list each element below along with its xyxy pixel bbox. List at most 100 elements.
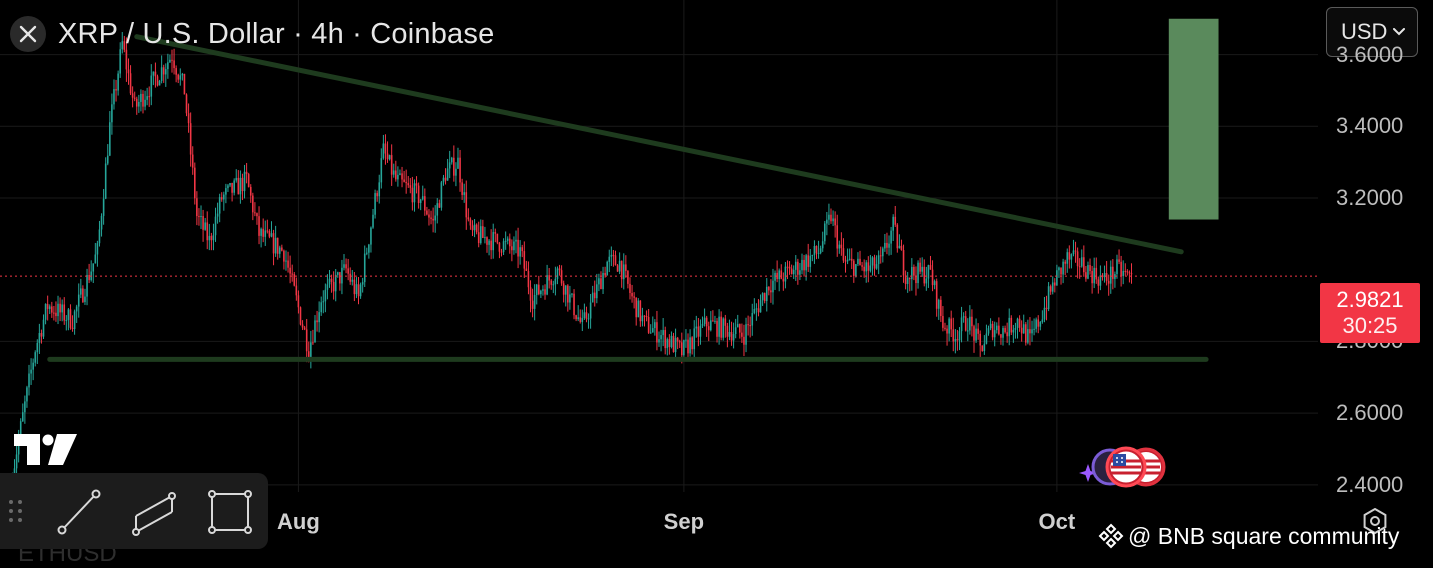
rectangle-tool[interactable] bbox=[206, 488, 254, 536]
candle-body-up bbox=[596, 284, 598, 299]
candle-body-up bbox=[556, 268, 559, 279]
candle-body-up bbox=[811, 254, 814, 256]
candle-body-up bbox=[1116, 259, 1118, 275]
chevron-down-icon bbox=[1393, 28, 1405, 36]
candle-body-down bbox=[749, 325, 751, 327]
candle-body-down bbox=[193, 167, 196, 199]
parallel-channel-tool[interactable] bbox=[130, 488, 178, 536]
candle-body-down bbox=[384, 143, 387, 154]
candle-body-down bbox=[395, 170, 397, 180]
toolbar-drag-handle[interactable] bbox=[6, 496, 26, 526]
candle-body-up bbox=[745, 324, 747, 345]
candle-body-up bbox=[799, 270, 801, 275]
drawing-annotations[interactable] bbox=[0, 18, 1318, 362]
candle-body-up bbox=[204, 222, 206, 230]
trend-line-tool[interactable] bbox=[54, 488, 102, 536]
candle-body-up bbox=[1072, 250, 1075, 255]
candle-body-up bbox=[546, 275, 548, 295]
candle-body-up bbox=[649, 332, 652, 334]
candle-body-down bbox=[1130, 273, 1133, 275]
candle-body-up bbox=[30, 369, 32, 374]
candle-body-up bbox=[75, 306, 78, 312]
candle-body-up bbox=[274, 237, 277, 254]
candle-body-down bbox=[428, 214, 430, 218]
candle-body-up bbox=[587, 318, 590, 320]
candle-body-up bbox=[502, 241, 505, 252]
candle-body-up bbox=[753, 309, 756, 314]
candle-body-down bbox=[127, 69, 130, 74]
candle-body-down bbox=[252, 195, 254, 213]
candle-body-up bbox=[906, 277, 909, 285]
candle-body-up bbox=[651, 328, 654, 333]
candle-body-up bbox=[44, 303, 47, 320]
candle-body-down bbox=[129, 73, 132, 94]
candle-body-up bbox=[363, 253, 366, 283]
candle-body-down bbox=[347, 268, 349, 274]
candle-body-up bbox=[993, 330, 996, 338]
economic-event-markers[interactable] bbox=[1076, 444, 1168, 490]
candle-body-up bbox=[366, 252, 368, 254]
candle-body-up bbox=[77, 294, 80, 307]
candle-body-up bbox=[1033, 328, 1035, 330]
candle-body-down bbox=[678, 341, 681, 343]
candle-body-up bbox=[884, 242, 886, 249]
candle-body-up bbox=[179, 75, 182, 80]
candle-body-up bbox=[260, 228, 262, 236]
candle-body-down bbox=[1074, 250, 1077, 252]
candle-body-down bbox=[593, 292, 596, 299]
candle-body-down bbox=[575, 315, 577, 320]
close-button[interactable] bbox=[10, 16, 46, 52]
candle-body-down bbox=[407, 183, 410, 186]
candle-body-up bbox=[278, 247, 281, 254]
candle-body-up bbox=[877, 255, 880, 265]
candle-body-down bbox=[964, 316, 967, 331]
candle-body-down bbox=[747, 324, 749, 326]
candle-body-up bbox=[703, 317, 706, 324]
candle-body-down bbox=[558, 268, 561, 271]
candle-body-down bbox=[438, 203, 441, 208]
candle-body-up bbox=[989, 323, 992, 329]
candle-body-down bbox=[461, 182, 463, 195]
candle-body-down bbox=[768, 286, 770, 291]
candle-body-down bbox=[944, 327, 946, 329]
candle-body-up bbox=[235, 177, 238, 181]
settings-icon[interactable] bbox=[1362, 508, 1388, 534]
currency-value: USD bbox=[1341, 19, 1388, 44]
candle-body-up bbox=[882, 248, 884, 257]
candle-body-down bbox=[71, 327, 74, 329]
currency-selector[interactable]: USD bbox=[1326, 7, 1418, 57]
candle-body-up bbox=[683, 340, 685, 356]
candle-body-down bbox=[191, 154, 194, 168]
candle-body-down bbox=[676, 337, 679, 342]
candle-body-up bbox=[413, 183, 416, 203]
candle-body-up bbox=[84, 296, 86, 303]
candle-body-up bbox=[1039, 322, 1042, 327]
candle-body-up bbox=[888, 243, 890, 248]
candle-body-down bbox=[231, 182, 233, 193]
target-box[interactable] bbox=[1168, 18, 1219, 220]
candle-body-up bbox=[554, 278, 557, 285]
candle-body-up bbox=[846, 259, 849, 262]
candle-body-down bbox=[629, 283, 631, 293]
y-tick-label: 3.6000 bbox=[1336, 41, 1404, 67]
candle-body-down bbox=[741, 332, 743, 337]
candle-body-down bbox=[560, 270, 563, 284]
candle-body-down bbox=[46, 303, 49, 309]
candle-body-up bbox=[689, 337, 691, 354]
x-tick-label: Aug bbox=[277, 509, 320, 534]
candle-body-up bbox=[94, 254, 97, 264]
candle-body-up bbox=[57, 303, 59, 317]
candle-body-down bbox=[716, 320, 718, 337]
candle-body-up bbox=[218, 197, 221, 214]
candle-body-down bbox=[82, 288, 84, 303]
candle-body-down bbox=[53, 312, 55, 314]
candle-body-down bbox=[639, 300, 642, 322]
candle-body-up bbox=[1093, 267, 1095, 284]
candle-body-up bbox=[925, 278, 928, 284]
candle-body-up bbox=[100, 215, 103, 230]
candle-body-down bbox=[494, 232, 497, 234]
candle-body-up bbox=[890, 230, 892, 244]
candle-body-up bbox=[598, 278, 600, 285]
descending-trendline[interactable] bbox=[134, 34, 1184, 255]
candle-body-up bbox=[1014, 327, 1017, 330]
